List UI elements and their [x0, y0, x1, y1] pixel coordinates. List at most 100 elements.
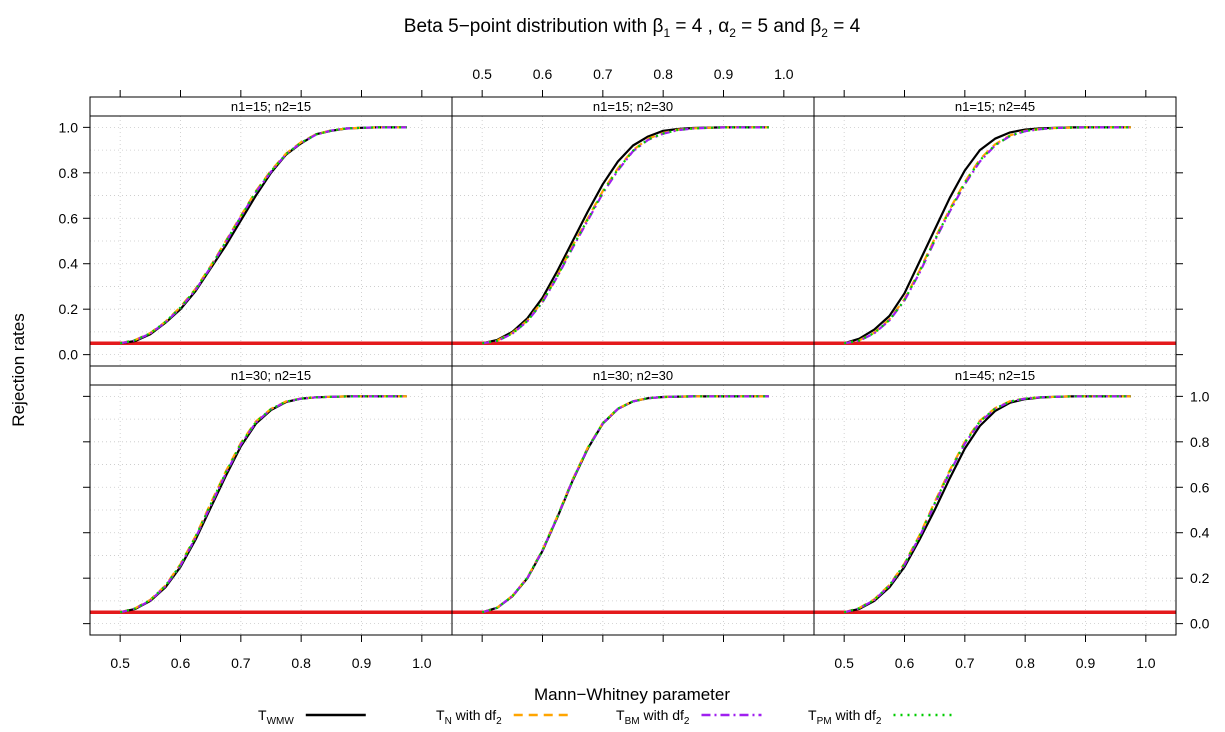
series-line [119, 395, 407, 614]
legend-rest: with df [640, 707, 684, 723]
x-tick-label: 0.7 [955, 655, 975, 671]
panel-strip-label: n1=15; n2=30 [593, 99, 673, 114]
title-sub-2b: 2 [821, 26, 828, 40]
y-tick-label: 0.6 [1190, 479, 1210, 495]
grid [90, 385, 452, 635]
series-line [843, 126, 1131, 345]
panel-strip-label: n1=45; n2=15 [955, 368, 1035, 383]
legend-item: TN with df2 [436, 707, 574, 727]
x-tick-label: 0.5 [110, 655, 130, 671]
legend-rest-sub: 2 [496, 716, 502, 727]
grid [814, 116, 1176, 366]
grid [452, 116, 814, 366]
legend-item: TPM with df2 [808, 707, 954, 727]
series-line [481, 126, 769, 345]
x-axis-label: Mann−Whitney parameter [534, 685, 730, 704]
x-tick-label: 0.8 [1015, 655, 1035, 671]
title-eq-4b: = 4 [828, 16, 861, 37]
series-line [119, 126, 407, 345]
legend-rest: with df [832, 707, 876, 723]
series-line [119, 395, 407, 614]
title-eq-5: = 5 and [736, 16, 810, 37]
y-tick-label: 0.4 [1190, 525, 1210, 541]
y-tick-label: 0.0 [59, 347, 79, 363]
y-tick-label: 0.0 [1190, 616, 1210, 632]
x-tick-label: 0.6 [171, 655, 191, 671]
panel-strip-label: n1=15; n2=15 [231, 99, 311, 114]
legend-sub: WMW [267, 716, 295, 727]
series-line [843, 395, 1131, 614]
y-tick-label: 0.2 [59, 301, 79, 317]
legend-sub: BM [625, 716, 640, 727]
legend-item: TWMW [258, 707, 366, 727]
panel: n1=30; n2=15 [89, 365, 453, 636]
title-beta-1: β [653, 16, 664, 37]
x-tick-label: 1.0 [1136, 655, 1156, 671]
legend-label: TPM with df2 [808, 707, 882, 727]
y-tick-label: 0.4 [59, 256, 79, 272]
y-tick-label: 0.6 [59, 210, 79, 226]
series-line [119, 395, 407, 614]
title-sub-2a: 2 [729, 26, 736, 40]
title-beta-2: β [810, 16, 821, 37]
y-tick-label: 1.0 [59, 119, 79, 135]
grid [814, 385, 1176, 635]
legend-main: T [616, 707, 625, 723]
legend-rest-sub: 2 [876, 716, 882, 727]
x-tick-label: 1.0 [774, 66, 794, 82]
series-line [844, 126, 1131, 345]
axes: 0.5 0.6 0.7 0.8 0.9 1.0 0.5 0.6 0.7 0.8 0.9 1.0 0.5 0… [59, 66, 1210, 671]
x-tick-label: 0.9 [714, 66, 734, 82]
y-tick-label: 1.0 [1190, 388, 1210, 404]
y-tick-label: 0.8 [59, 165, 79, 181]
x-tick-label: 0.7 [593, 66, 613, 82]
legend-label: TWMW [258, 707, 294, 727]
legend-item: TBM with df2 [616, 707, 762, 727]
panel: n1=15; n2=30 [451, 96, 815, 367]
panel-strip-label: n1=15; n2=45 [955, 99, 1035, 114]
chart-title: Beta 5−point distribution with β1 = 4 , … [404, 16, 861, 40]
legend-sub: N [445, 716, 452, 727]
x-tick-label: 0.6 [533, 66, 553, 82]
grid [452, 385, 814, 635]
legend-main: T [258, 707, 267, 723]
panel: n1=15; n2=15 [89, 96, 453, 367]
series-line [119, 126, 407, 345]
legend-rest: with df [452, 707, 496, 723]
series-line [482, 126, 769, 345]
legend-main: T [808, 707, 817, 723]
title-alpha-2: α [718, 16, 729, 37]
grid [90, 116, 452, 366]
legend-label: TBM with df2 [616, 707, 690, 727]
series-line [843, 395, 1131, 614]
series-line [120, 126, 407, 345]
x-tick-label: 0.8 [653, 66, 673, 82]
y-tick-label: 0.2 [1190, 570, 1210, 586]
series-line [481, 395, 769, 614]
legend-sub: PM [817, 716, 832, 727]
title-prefix: Beta 5−point distribution with [404, 16, 653, 37]
x-tick-label: 0.5 [472, 66, 492, 82]
x-tick-label: 0.7 [231, 655, 251, 671]
series-line [843, 395, 1131, 614]
title-eq-4a: = 4 , [670, 16, 718, 37]
y-tick-label: 0.8 [1190, 434, 1210, 450]
panel: n1=30; n2=30 [451, 365, 815, 636]
panel-grid: n1=15; n2=15 n1=15; n2=30 n1=15; n2=45 n1=3… [89, 96, 1177, 636]
series-line [119, 395, 407, 614]
panel: n1=15; n2=45 [813, 96, 1177, 367]
series-line [843, 126, 1131, 345]
legend-label: TN with df2 [436, 707, 502, 727]
x-tick-label: 0.5 [834, 655, 854, 671]
y-axis-label: Rejection rates [9, 313, 28, 426]
series-line [481, 395, 769, 614]
legend-main: T [436, 707, 445, 723]
series-line [843, 395, 1131, 614]
legend-rest-sub: 2 [684, 716, 690, 727]
x-tick-label: 0.9 [352, 655, 372, 671]
x-tick-label: 0.6 [895, 655, 915, 671]
panel-strip-label: n1=30; n2=15 [231, 368, 311, 383]
series-line [119, 126, 407, 345]
x-tick-label: 0.9 [1076, 655, 1096, 671]
